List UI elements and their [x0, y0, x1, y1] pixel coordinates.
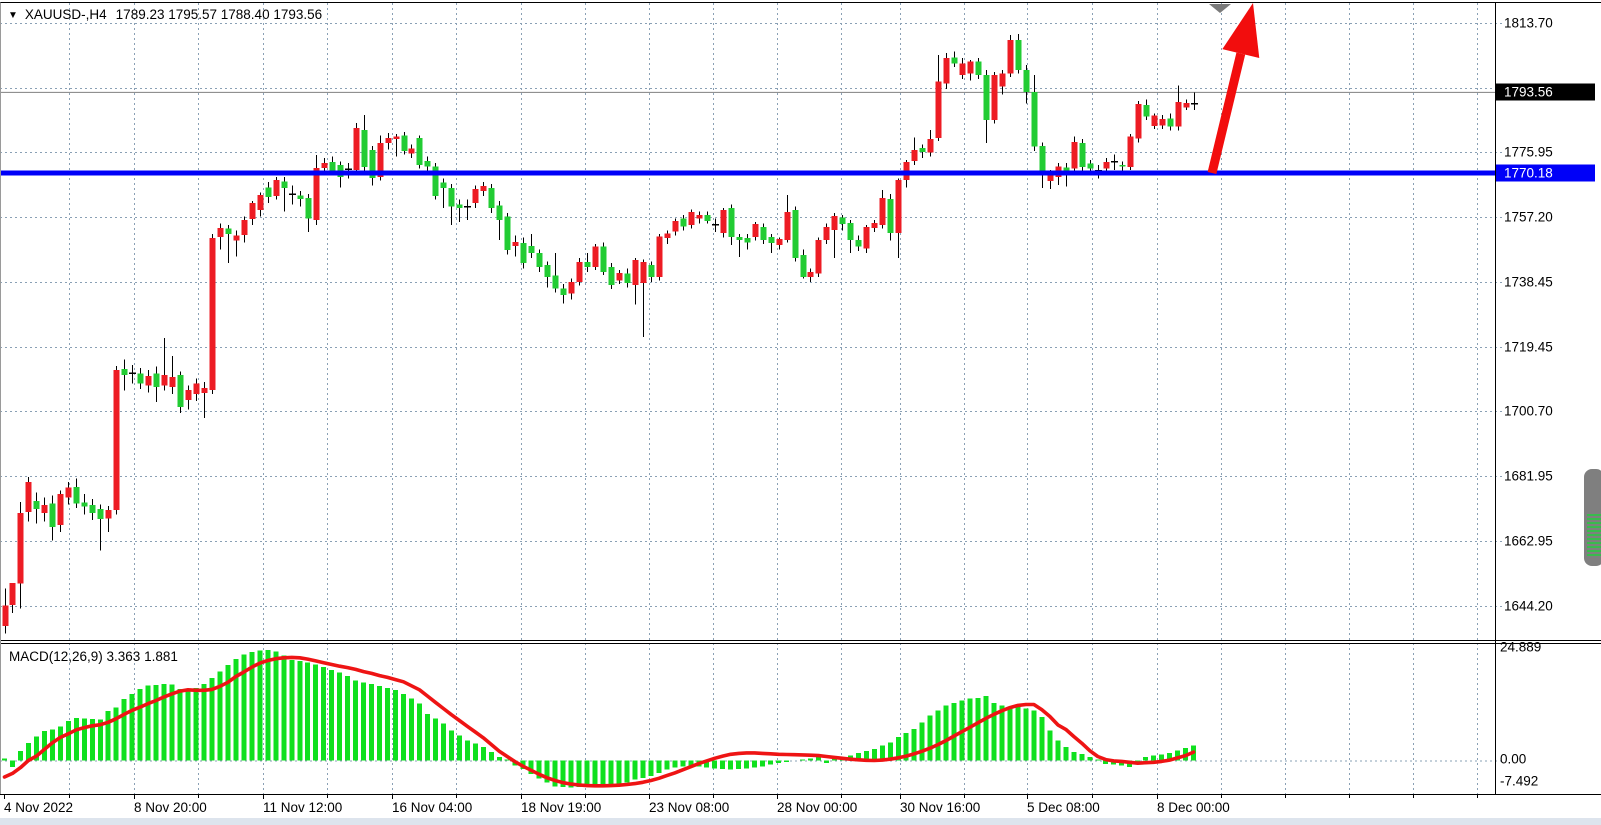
svg-text:4 Nov 2022: 4 Nov 2022: [4, 800, 73, 815]
svg-text:1738.45: 1738.45: [1504, 275, 1553, 290]
hline-price-badge: [1496, 164, 1595, 182]
window-bottom-strip: [0, 818, 1601, 825]
time-axis[interactable]: 4 Nov 2022 8 Nov 20:00 11 Nov 12:00 16 Nov …: [4, 794, 1478, 815]
svg-text:16 Nov 04:00: 16 Nov 04:00: [392, 800, 472, 815]
svg-text:-7.492: -7.492: [1500, 774, 1538, 789]
svg-text:1681.95: 1681.95: [1504, 469, 1553, 484]
svg-text:11 Nov 12:00: 11 Nov 12:00: [263, 800, 342, 815]
trend-arrow-object[interactable]: [1207, 3, 1260, 175]
svg-text:1644.20: 1644.20: [1504, 599, 1553, 614]
current-price-badge: [1496, 83, 1595, 101]
svg-text:8 Nov 20:00: 8 Nov 20:00: [134, 800, 207, 815]
svg-text:1719.45: 1719.45: [1504, 340, 1553, 355]
scroll-indicator-widget[interactable]: [1584, 469, 1601, 566]
gridlines: [0, 3, 1503, 794]
svg-text:1770.18: 1770.18: [1504, 166, 1553, 181]
svg-text:1757.20: 1757.20: [1504, 210, 1553, 225]
symbol-period-label: XAUUSD-,H4: [24, 7, 107, 22]
svg-text:30 Nov 16:00: 30 Nov 16:00: [900, 800, 980, 815]
macd-histogram: [2, 649, 1197, 788]
svg-text:1813.70: 1813.70: [1504, 16, 1553, 31]
svg-text:18 Nov 19:00: 18 Nov 19:00: [521, 800, 601, 815]
svg-text:1662.95: 1662.95: [1504, 534, 1553, 549]
svg-text:28 Nov 00:00: 28 Nov 00:00: [777, 800, 857, 815]
svg-text:0.00: 0.00: [1500, 752, 1526, 767]
horizontal-line-object[interactable]: [0, 170, 1495, 176]
chart-shift-marker[interactable]: [1209, 4, 1231, 13]
svg-text:24.889: 24.889: [1500, 640, 1541, 655]
candlesticks: [2, 34, 1198, 634]
macd-indicator-label: MACD(12,26,9) 3.363 1.881: [9, 649, 178, 664]
symbol-dropdown-icon[interactable]: ▼: [8, 10, 18, 21]
svg-text:8 Dec 00:00: 8 Dec 00:00: [1157, 800, 1230, 815]
price-axis[interactable]: 1813.70 1775.95 1757.20 1738.45 1719.45 1700.…: [1496, 16, 1595, 789]
svg-text:23 Nov 08:00: 23 Nov 08:00: [649, 800, 729, 815]
svg-text:5 Dec 08:00: 5 Dec 08:00: [1027, 800, 1100, 815]
svg-text:1793.56: 1793.56: [1504, 85, 1553, 100]
chart-title: ▼ XAUUSD-,H4 1789.23 1795.57 1788.40 1793.…: [8, 7, 322, 22]
svg-text:1700.70: 1700.70: [1504, 404, 1553, 419]
macd-signal-line: [2, 655, 1196, 788]
svg-text:1775.95: 1775.95: [1504, 145, 1553, 160]
ohlc-quote-label: 1789.23 1795.57 1788.40 1793.56: [115, 7, 323, 22]
